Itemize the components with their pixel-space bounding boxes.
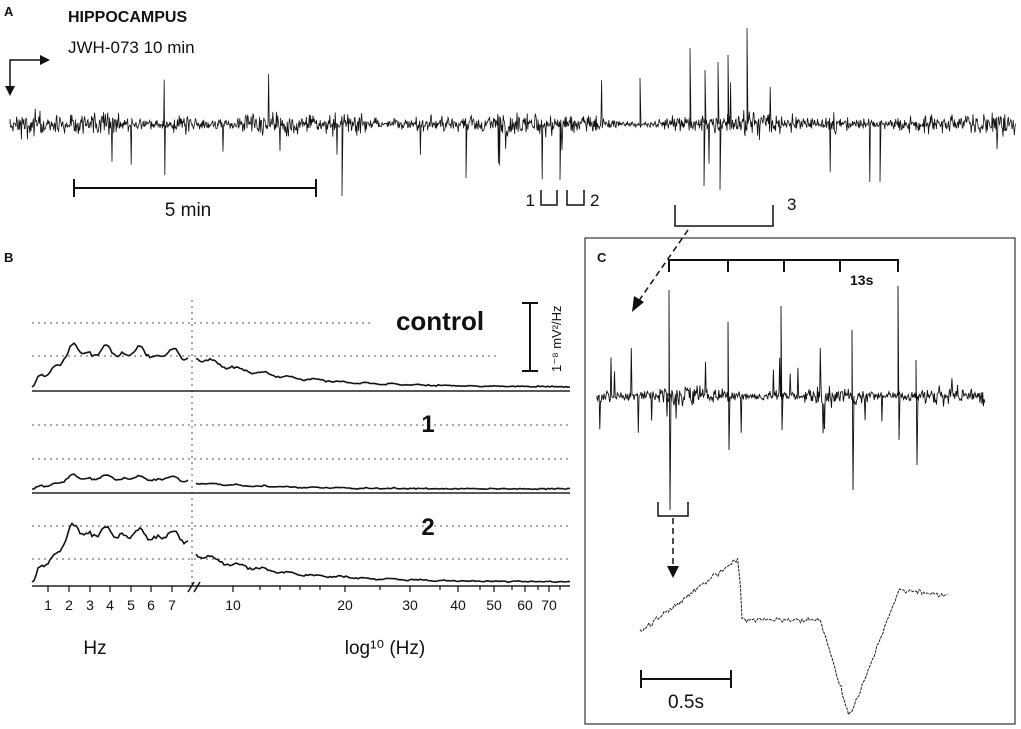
x-tick-labels: 1 2 3 4 5 6 7 10 20 30 40 50 60 70 [44, 597, 557, 613]
spectrum-1 [32, 473, 571, 491]
hz-2-tick-label: 2 [65, 597, 73, 613]
injection-arrow-icon [9, 59, 46, 92]
spectrum-label-control: control [396, 306, 484, 336]
segment-label-2: 2 [590, 191, 599, 210]
power-scale-bar [522, 302, 538, 372]
zoom-marker [657, 502, 689, 517]
spike-waveform [639, 558, 948, 716]
log-hz-60-tick-label: 60 [517, 597, 533, 613]
log-hz-20-tick-label: 20 [337, 597, 353, 613]
hz-4-tick-label: 4 [106, 597, 114, 613]
interval-label: 13s [850, 272, 874, 288]
segment-label-3: 3 [787, 195, 796, 214]
eeg-trace-expanded [596, 285, 986, 511]
hz-5-tick-label: 5 [127, 597, 135, 613]
panel-b: B control 1 2 1⁻⁸ mV²/Hz [4, 250, 571, 659]
eeg-trace [9, 27, 1016, 197]
panel-c-letter: C [597, 250, 607, 265]
x-ticks [47, 586, 561, 592]
log-hz-30-tick-label: 30 [402, 597, 418, 613]
region-title: HIPPOCAMPUS [68, 9, 187, 26]
spectrum-control [31, 342, 571, 389]
spectrum-label-1: 1 [421, 411, 434, 438]
segment-label-1: 1 [526, 191, 535, 210]
power-scale-label: 1⁻⁸ mV²/Hz [549, 305, 564, 372]
panel-c: C 13s 0.5s [584, 229, 1016, 725]
spectrum-2 [31, 522, 571, 584]
zoom-arrow-line [637, 229, 689, 303]
hz-3-tick-label: 3 [86, 597, 94, 613]
segment-marker-1 [540, 190, 558, 206]
segment-marker-3 [674, 205, 774, 227]
panel-a-letter: A [4, 4, 14, 19]
log-hz-70-tick-label: 70 [541, 597, 557, 613]
grid [32, 300, 570, 585]
x-axis-label-hz: Hz [83, 638, 106, 659]
panel-a: A HIPPOCAMPUS JWH-073 10 min 5 min 1 2 3 [4, 4, 1016, 227]
drug-label: JWH-073 10 min [68, 38, 195, 57]
hz-1-tick-label: 1 [44, 597, 52, 613]
scale-label-05s: 0.5s [668, 692, 704, 713]
spectrum-label-2: 2 [421, 514, 434, 541]
hz-7-tick-label: 7 [168, 597, 176, 613]
hz-6-tick-label: 6 [147, 597, 155, 613]
log-hz-10-tick-label: 10 [225, 597, 241, 613]
log-hz-40-tick-label: 40 [450, 597, 466, 613]
arrow-right-icon [40, 55, 50, 65]
log-hz-50-tick-label: 50 [486, 597, 502, 613]
scale-bar-05s [640, 670, 732, 688]
zoom-arrow-icon-2 [667, 566, 679, 578]
scale-label-5min: 5 min [165, 200, 211, 221]
scale-bar-5min [73, 179, 317, 197]
axis-break-icon [187, 581, 201, 593]
arrow-down-icon [5, 86, 15, 96]
panel-b-letter: B [4, 250, 13, 265]
interval-bar [668, 259, 899, 272]
panel-c-frame [584, 237, 1016, 725]
x-axis-label-log: log¹⁰ (Hz) [345, 638, 425, 659]
zoom-arrow-icon [632, 296, 644, 312]
segment-marker-2 [566, 190, 585, 206]
